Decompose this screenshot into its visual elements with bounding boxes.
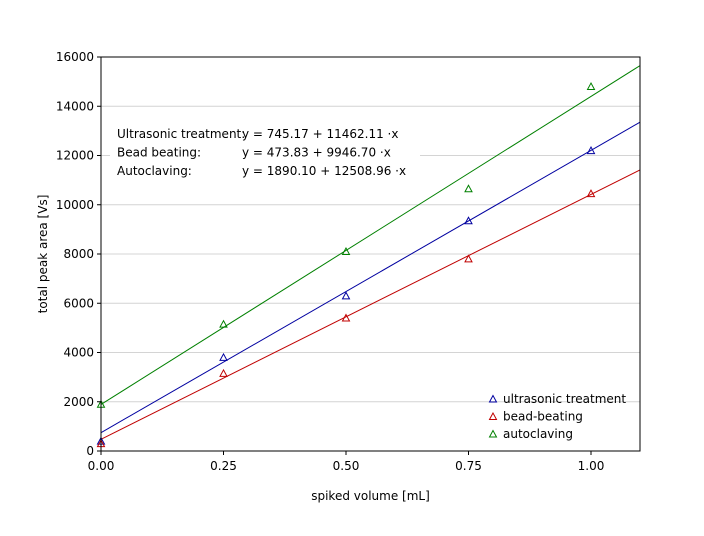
equation-label-2: Autoclaving: <box>117 164 192 178</box>
legend-marker-0 <box>488 394 498 403</box>
y-tick-label-6: 12000 <box>56 149 94 163</box>
point-2-4 <box>586 81 596 91</box>
point-0-1 <box>219 352 228 361</box>
fit-line-1 <box>100 169 641 440</box>
equation-formula-2: y = 1890.10 + 12508.96 ·x <box>242 164 406 178</box>
y-tick-label-3: 6000 <box>63 296 94 310</box>
point-0-3 <box>464 216 473 225</box>
y-tick-label-5: 10000 <box>56 198 94 212</box>
y-tick-label-7: 14000 <box>56 99 94 113</box>
y-axis-title: total peak area [Vs] <box>36 195 50 314</box>
legend: ultrasonic treatment bead-beating autoclav… <box>488 392 626 441</box>
x-tick-label-2: 0.50 <box>333 459 360 473</box>
y-tick-label-2: 4000 <box>63 346 94 360</box>
legend-label-2: autoclaving <box>503 427 573 441</box>
equation-label-0: Ultrasonic treatment: <box>117 127 245 141</box>
x-tick-label-3: 0.75 <box>455 459 482 473</box>
y-tick-label-0: 0 <box>86 444 94 458</box>
legend-label-0: ultrasonic treatment <box>503 392 626 406</box>
equation-box: Ultrasonic treatment:y = 745.17 + 11462.… <box>110 120 420 180</box>
y-tick-label-1: 2000 <box>63 395 94 409</box>
legend-marker-2 <box>488 429 498 438</box>
data-points <box>96 81 596 448</box>
point-1-1 <box>219 368 228 377</box>
x-tick-label-1: 0.25 <box>210 459 237 473</box>
fit-lines <box>100 65 641 440</box>
fit-line-0 <box>100 121 641 434</box>
point-1-2 <box>341 313 351 322</box>
x-axis-title: spiked volume [mL] <box>311 489 430 503</box>
fit-line-2 <box>100 65 641 405</box>
point-2-3 <box>464 184 473 193</box>
x-tick-label-0: 0.00 <box>88 459 115 473</box>
point-0-2 <box>341 291 351 300</box>
legend-label-1: bead-beating <box>503 410 583 424</box>
point-0-4 <box>586 146 596 155</box>
point-2-2 <box>341 246 351 256</box>
point-2-1 <box>219 319 228 328</box>
axis-ticks: 0 2000 4000 6000 8000 10000 12000 14000 16000 0.0… <box>56 50 605 473</box>
y-tick-label-4: 8000 <box>63 247 94 261</box>
equation-formula-0: y = 745.17 + 11462.11 ·x <box>242 127 398 141</box>
y-tick-label-8: 16000 <box>56 50 94 64</box>
legend-marker-1 <box>488 411 498 420</box>
point-1-4 <box>586 189 596 198</box>
equation-formula-1: y = 473.83 + 9946.70 ·x <box>242 146 391 160</box>
x-tick-label-4: 1.00 <box>578 459 605 473</box>
point-1-3 <box>464 254 473 263</box>
equation-label-1: Bead beating: <box>117 146 201 160</box>
